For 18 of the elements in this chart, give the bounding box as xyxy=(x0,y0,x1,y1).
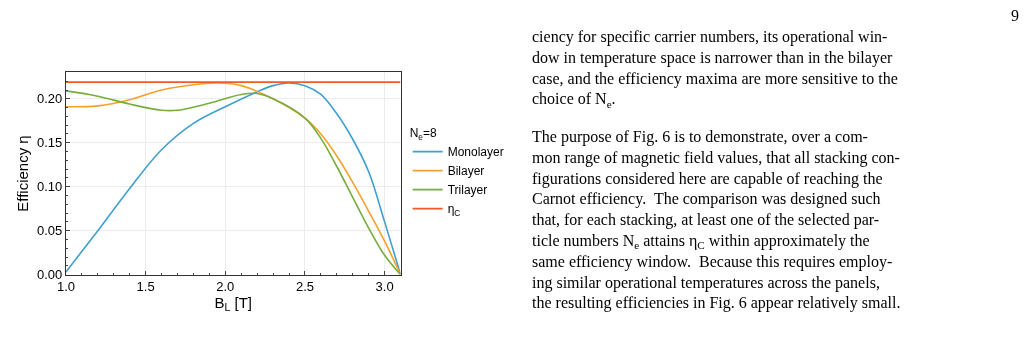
y-tick-label: 0.20 xyxy=(37,91,63,107)
x-tick-label: 2.0 xyxy=(216,279,235,295)
y-tick-label: 0.10 xyxy=(37,179,63,195)
legend-title: N$_{e}$=8 xyxy=(409,126,438,142)
x-tick-label: 2.5 xyxy=(295,279,314,295)
y-tick-label: 0.05 xyxy=(37,223,63,239)
y-axis-title: Efficiency η xyxy=(14,135,32,212)
legend-label: η$_{C}$ xyxy=(447,202,461,218)
text: 9 xyxy=(1011,7,1019,24)
x-tick-label: 3.0 xyxy=(375,279,394,295)
legend-label: Monolayer xyxy=(447,145,504,160)
text: The purpose of Fig. 6 is to demonstrate, over a com- mon range of magnetic field values, that all stacking con- figurations considered here are capable of reaching the Carnot efficiency. The comparison was designed such that, for each stacking, at least one of the selected par- ticle numbers N$_{e}$ attains η$_{C}$ within approximately the same efficiency window. Because this requires employ- ing similar operational temperatures across the panels, the resulting efficiencies in Fig. 6 appear relatively small. xyxy=(532,128,901,312)
legend-label: Trilayer xyxy=(447,183,488,198)
y-tick-label: 0.15 xyxy=(37,135,63,151)
text: ciency for specific carrier numbers, its operational win- dow in temperature space is narrower than in the bilayer case, and the efficiency maxima are more sensitive to the choice of N$_{e}$. xyxy=(532,28,898,110)
x-axis-title: B$_{L}$ [T] xyxy=(214,294,253,314)
legend-label: Bilayer xyxy=(447,164,485,179)
x-tick-label: 1.5 xyxy=(136,279,155,295)
